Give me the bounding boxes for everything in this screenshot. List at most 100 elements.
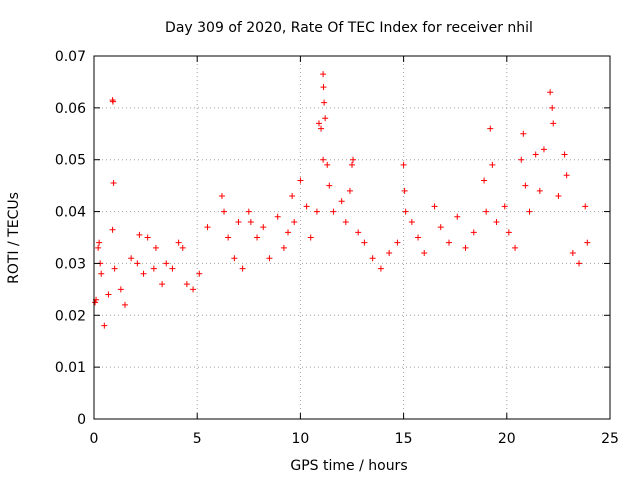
axis-ticks: 0 5 10 15 20 25 0 0.01 0.02 0.03 0.04 0.05 0.06 0.07: [55, 49, 619, 447]
data-point: [315, 120, 322, 127]
x-tick-label: 25: [601, 431, 619, 447]
data-point: [326, 182, 333, 189]
data-point: [179, 244, 186, 251]
data-point: [297, 177, 304, 184]
data-point: [221, 208, 228, 215]
x-tick-label: 10: [291, 431, 309, 447]
data-point: [561, 151, 568, 158]
data-point: [481, 177, 488, 184]
data-point: [454, 213, 461, 220]
data-point: [350, 156, 357, 163]
chart-title: Day 309 of 2020, Rate Of TEC Index for r…: [165, 20, 533, 36]
y-tick-label: 0.06: [55, 101, 86, 117]
data-point: [540, 146, 547, 153]
y-tick-label: 0.03: [55, 256, 86, 272]
y-tick-label: 0.07: [55, 49, 86, 65]
data-point: [254, 234, 261, 241]
data-point: [377, 265, 384, 272]
x-axis-label: GPS time / hours: [290, 458, 407, 474]
data-point: [109, 98, 116, 105]
data-point: [274, 213, 281, 220]
data-point: [235, 218, 242, 225]
data-points: [92, 71, 591, 329]
data-point: [152, 244, 159, 251]
y-tick-label: 0.02: [55, 308, 86, 324]
y-tick-label: 0: [77, 412, 86, 428]
data-point: [266, 255, 273, 262]
data-point: [470, 229, 477, 236]
data-point: [163, 260, 170, 267]
data-point: [563, 172, 570, 179]
data-point: [415, 234, 422, 241]
data-point: [408, 218, 415, 225]
data-point: [446, 239, 453, 246]
data-point: [134, 260, 141, 267]
data-point: [183, 281, 190, 288]
data-point: [196, 270, 203, 277]
x-tick-label: 15: [395, 431, 413, 447]
data-point: [92, 299, 99, 306]
data-point: [150, 265, 157, 272]
data-point: [361, 239, 368, 246]
data-point: [489, 161, 496, 168]
data-point: [95, 244, 102, 251]
data-point: [421, 250, 428, 257]
data-point: [402, 208, 409, 215]
data-point: [318, 125, 325, 132]
data-point: [111, 265, 118, 272]
y-tick-label: 0.01: [55, 360, 86, 376]
data-point: [487, 125, 494, 132]
data-point: [584, 239, 591, 246]
data-point: [355, 229, 362, 236]
data-point: [239, 265, 246, 272]
data-point: [140, 270, 147, 277]
data-point: [169, 265, 176, 272]
data-point: [576, 260, 583, 267]
data-point: [225, 234, 232, 241]
data-point: [324, 161, 331, 168]
plot-frame: [93, 55, 611, 420]
data-point: [285, 229, 292, 236]
data-point: [128, 255, 135, 262]
data-point: [260, 224, 267, 231]
data-point: [136, 231, 143, 238]
y-tick-label: 0.05: [55, 153, 86, 169]
data-point: [303, 203, 310, 210]
x-tick-label: 5: [193, 431, 202, 447]
data-point: [526, 208, 533, 215]
data-point: [349, 161, 355, 168]
data-point: [555, 193, 562, 200]
data-point: [512, 244, 519, 251]
data-point: [386, 250, 393, 257]
data-point: [280, 244, 287, 251]
data-point: [431, 203, 438, 210]
data-point: [320, 71, 327, 78]
data-point: [520, 130, 527, 137]
data-point: [401, 187, 408, 194]
data-point: [121, 301, 128, 308]
data-point: [98, 270, 105, 277]
data-point: [144, 234, 151, 241]
data-point: [218, 193, 225, 200]
y-axis-label: ROTI / TECUs: [6, 192, 22, 284]
data-point: [291, 218, 298, 225]
data-point: [547, 89, 554, 96]
data-point: [338, 198, 345, 205]
data-point: [289, 193, 296, 200]
data-point: [322, 115, 329, 122]
data-point: [346, 187, 353, 194]
data-point: [313, 208, 320, 215]
x-tick-label: 0: [90, 431, 99, 447]
data-point: [101, 322, 108, 329]
data-point: [493, 218, 500, 225]
data-point: [369, 255, 376, 262]
data-point: [549, 104, 556, 111]
data-point: [522, 182, 529, 189]
grid: [94, 56, 610, 419]
data-point: [321, 99, 328, 106]
data-point: [400, 161, 407, 168]
data-point: [483, 208, 490, 215]
data-point: [569, 250, 576, 257]
data-point: [190, 286, 197, 293]
data-point: [518, 156, 525, 163]
